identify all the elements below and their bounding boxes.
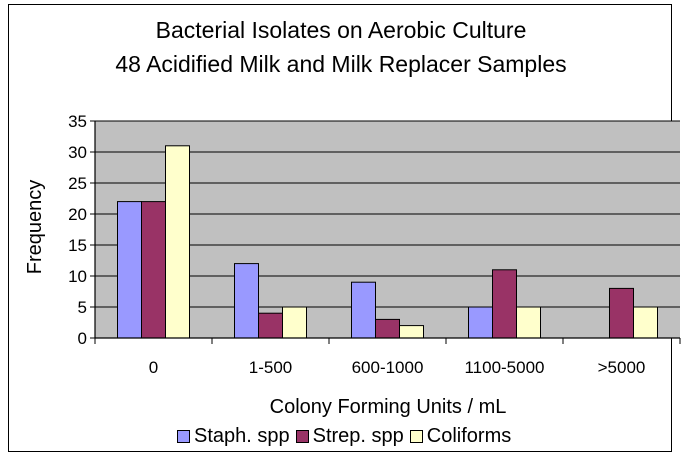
legend-item: Coliforms: [409, 424, 512, 448]
x-tick-labels: 0 1-500 600-1000 1100-5000 >5000: [149, 358, 646, 377]
gridlines: [95, 120, 680, 308]
y-tick-label: 10: [68, 267, 87, 286]
x-axis-label: Colony Forming Units / mL: [270, 396, 507, 418]
y-tick-label: 30: [68, 143, 87, 162]
bar-strep-spp-0: [141, 201, 166, 339]
legend-item: Strep. spp: [295, 424, 404, 448]
y-tick-label: 0: [78, 329, 87, 348]
y-tick-label: 20: [68, 205, 87, 224]
x-tick-label: 0: [149, 358, 158, 377]
x-tick-label: >5000: [598, 358, 646, 377]
bars: [117, 145, 658, 339]
y-tick-label: 25: [68, 174, 87, 193]
legend-label: Coliforms: [426, 424, 512, 447]
x-tick-label: 600-1000: [352, 358, 424, 377]
legend-swatch: [295, 429, 309, 443]
bar-staph-spp-3: [468, 306, 493, 339]
legend-swatch: [177, 429, 190, 443]
y-tick-label: 35: [68, 112, 87, 131]
bar-strep-spp-2: [375, 318, 400, 339]
bar-strep-spp-3: [492, 269, 517, 339]
y-tick-label: 15: [68, 236, 87, 255]
bar-staph-spp-1: [234, 263, 259, 339]
y-tick-label: 5: [78, 298, 87, 317]
y-tick-labels: 0 5 10 15 20 25 30 35: [68, 112, 87, 348]
bar-coliforms-4: [633, 306, 658, 339]
bar-coliforms-1: [282, 306, 307, 339]
bar-strep-spp-4: [609, 287, 634, 339]
bar-staph-spp-2: [351, 281, 376, 339]
bar-coliforms-3: [516, 306, 541, 339]
legend-item: Staph. spp: [177, 425, 290, 448]
axes: [90, 120, 681, 344]
legend-swatch: [409, 429, 423, 443]
x-tick-label: 1-500: [249, 358, 292, 377]
chart-subtitle: 48 Acidified Milk and Milk Replacer Samp…: [115, 51, 567, 77]
legend-label: Strep. spp: [312, 424, 404, 447]
plot-area: [95, 121, 680, 338]
chart-title: Bacterial Isolates on Aerobic Culture: [155, 17, 527, 43]
legend-label: Staph. spp: [194, 424, 290, 447]
bar-coliforms-0: [165, 145, 190, 339]
x-tick-label: 1100-5000: [464, 358, 544, 377]
bar-coliforms-2: [399, 325, 424, 339]
bar-strep-spp-1: [258, 312, 283, 339]
y-axis-label: Frequency: [24, 180, 46, 275]
bar-staph-spp-0: [117, 201, 142, 339]
legend: Staph. spp Strep. spp Coliforms: [177, 424, 517, 448]
